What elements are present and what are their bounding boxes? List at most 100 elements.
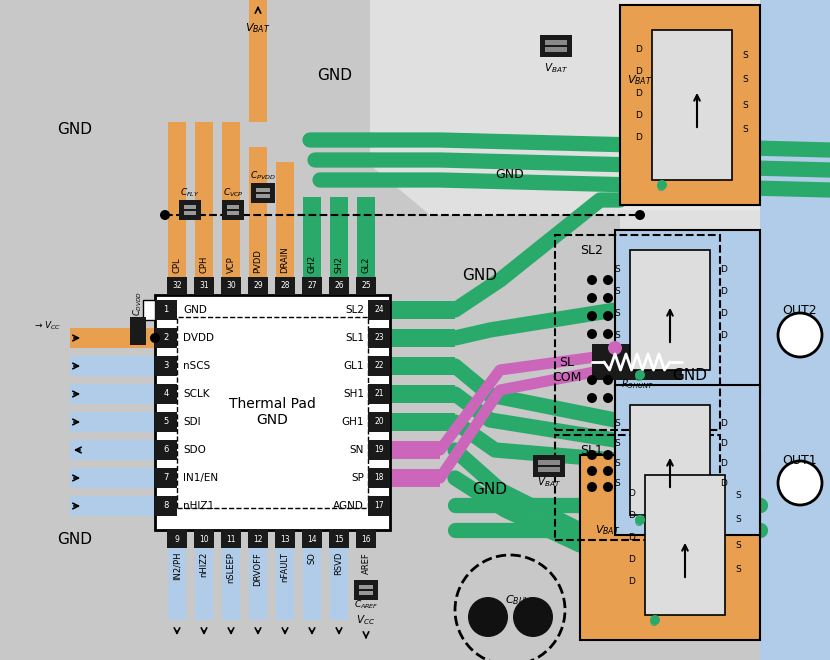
Text: VCP: VCP (227, 256, 236, 273)
Text: 12: 12 (253, 535, 263, 543)
Bar (256, 188, 270, 192)
Bar (70, 384, 155, 404)
Bar (329, 530, 349, 548)
Bar (620, 0, 830, 220)
Bar (221, 277, 241, 295)
Circle shape (650, 615, 660, 625)
Bar (275, 530, 295, 548)
Text: SH1: SH1 (343, 389, 364, 399)
Text: D: D (628, 533, 635, 541)
Circle shape (603, 275, 613, 285)
Circle shape (587, 482, 597, 492)
Bar (155, 300, 177, 320)
Text: 15: 15 (334, 535, 344, 543)
Text: D: D (720, 478, 727, 488)
Bar (592, 344, 682, 380)
Text: SO: SO (307, 552, 316, 564)
Bar (368, 440, 390, 460)
Text: D: D (628, 488, 635, 498)
Text: S: S (614, 478, 620, 488)
Bar (390, 413, 455, 431)
Text: S: S (735, 490, 740, 500)
Text: SL2: SL2 (580, 244, 603, 257)
Circle shape (587, 311, 597, 321)
Bar (368, 356, 390, 376)
Text: D: D (720, 459, 727, 467)
Text: GND: GND (672, 368, 707, 383)
Bar (390, 385, 455, 403)
Text: IN1/EN: IN1/EN (183, 473, 218, 483)
Text: D: D (635, 46, 642, 55)
Bar (330, 548, 348, 620)
Bar (221, 530, 241, 548)
Bar (167, 277, 187, 295)
Text: D: D (720, 331, 727, 341)
Bar (70, 440, 155, 460)
Circle shape (603, 293, 613, 303)
Text: $C_{BULK}$: $C_{BULK}$ (505, 593, 535, 607)
Text: D: D (628, 576, 635, 585)
Text: 29: 29 (253, 282, 263, 290)
Text: 1: 1 (164, 306, 168, 315)
Text: DRVOFF: DRVOFF (253, 552, 262, 586)
Text: D: D (628, 510, 635, 519)
Circle shape (608, 341, 622, 355)
Text: GND: GND (57, 533, 92, 548)
Bar (249, 147, 267, 277)
Bar (177, 317, 368, 508)
Text: Thermal Pad
GND: Thermal Pad GND (228, 397, 315, 427)
Bar (356, 277, 376, 295)
Text: D: D (720, 418, 727, 428)
Bar (545, 47, 567, 52)
Text: $V_{BAT}$: $V_{BAT}$ (627, 73, 652, 87)
Text: GH2: GH2 (307, 255, 316, 273)
Text: $C_{AREF}$: $C_{AREF}$ (354, 599, 378, 611)
Bar (533, 455, 565, 477)
Text: 23: 23 (374, 333, 383, 343)
Bar (167, 530, 187, 548)
Text: GND: GND (472, 482, 507, 498)
Text: $C_{PVDD}$: $C_{PVDD}$ (250, 170, 276, 182)
Bar (155, 440, 177, 460)
Text: 10: 10 (199, 535, 209, 543)
Bar (70, 496, 155, 516)
Text: DRAIN: DRAIN (281, 246, 290, 273)
Text: S: S (742, 125, 748, 135)
Bar (354, 580, 378, 600)
Bar (155, 328, 177, 348)
Text: D: D (635, 90, 642, 98)
Text: S: S (742, 75, 748, 84)
Text: SP: SP (351, 473, 364, 483)
Text: 6: 6 (164, 446, 168, 455)
Text: $C_{FLY}$: $C_{FLY}$ (180, 187, 200, 199)
Text: G: G (649, 618, 657, 628)
Text: OUT2: OUT2 (783, 304, 818, 317)
Circle shape (603, 393, 613, 403)
Bar (195, 548, 213, 620)
Bar (303, 548, 321, 620)
Text: G: G (657, 183, 664, 193)
Text: GL1: GL1 (344, 361, 364, 371)
Text: AGND: AGND (333, 501, 364, 511)
Text: OUT1: OUT1 (783, 453, 818, 467)
Bar (540, 35, 572, 57)
Bar (0, 0, 370, 165)
Bar (276, 548, 294, 620)
Text: 2: 2 (164, 333, 168, 343)
Text: SDI: SDI (183, 417, 201, 427)
Text: SL1: SL1 (345, 333, 364, 343)
Bar (168, 548, 186, 620)
Bar (368, 300, 390, 320)
Circle shape (587, 375, 597, 385)
Text: nSCS: nSCS (183, 361, 210, 371)
Bar (356, 530, 376, 548)
Text: 31: 31 (199, 282, 209, 290)
Text: SCLK: SCLK (183, 389, 209, 399)
Bar (155, 412, 177, 432)
Text: $\rightarrow V_{CC}$: $\rightarrow V_{CC}$ (33, 319, 61, 332)
Bar (222, 200, 244, 220)
Circle shape (778, 461, 822, 505)
Text: nHIZ1: nHIZ1 (183, 501, 214, 511)
Text: S: S (614, 288, 620, 296)
Bar (555, 435, 720, 540)
